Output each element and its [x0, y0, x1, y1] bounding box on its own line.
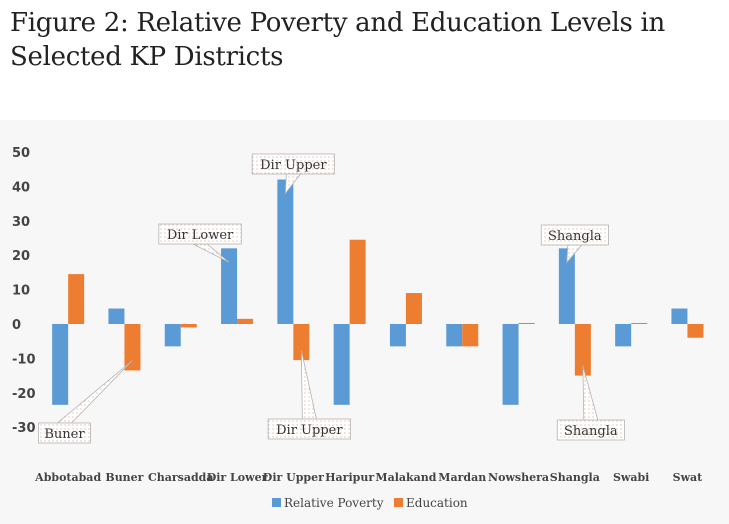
figure-title: Figure 2: Relative Poverty and Education… [10, 8, 665, 72]
callout-box [267, 418, 351, 440]
callout-label: Shangla [564, 424, 618, 439]
y-tick-label: -10 [12, 352, 36, 367]
x-tick-label: Haripur [325, 471, 374, 484]
callout-box [38, 422, 91, 444]
y-tick-label: 10 [12, 284, 30, 299]
x-tick-label: Mardan [438, 471, 486, 484]
legend-swatch [394, 498, 403, 507]
callout-label: Shangla [548, 229, 602, 244]
callout: Dir Upper [251, 153, 335, 195]
y-tick-label: 20 [12, 249, 30, 264]
legend-swatch [272, 498, 281, 507]
bar [558, 248, 575, 324]
y-tick-label: 50 [12, 146, 30, 161]
bar [687, 324, 704, 338]
callout: Dir Upper [267, 350, 351, 440]
bar [180, 324, 197, 328]
legend-label: Relative Poverty [284, 496, 384, 510]
callout: Shangla [540, 224, 609, 264]
callout-label: Dir Lower [167, 228, 234, 243]
callout-label: Dir Upper [276, 423, 343, 438]
x-tick-label: Malakand [375, 471, 436, 484]
callout-box [251, 153, 335, 175]
callout-label: Buner [44, 427, 85, 442]
callout-box [556, 419, 625, 441]
y-tick-label: -30 [12, 421, 36, 436]
x-tick-label: Swabi [613, 471, 649, 484]
bar [68, 274, 85, 324]
bar [389, 324, 406, 347]
bar [333, 324, 350, 405]
bar [405, 293, 422, 324]
callout: Shangla [556, 365, 625, 441]
bar [462, 324, 479, 347]
callout: Buner [38, 360, 133, 444]
bar [293, 324, 310, 361]
x-tick-label: Abbotabad [34, 471, 101, 484]
callout-box [540, 224, 609, 246]
callout-label: Dir Upper [260, 158, 327, 173]
callout-box [158, 223, 242, 245]
bar [164, 324, 181, 347]
bar [108, 308, 125, 324]
x-tick-label: Dir Upper [263, 471, 324, 484]
x-tick-label: Nowshera [488, 471, 549, 484]
legend-label: Education [406, 496, 468, 510]
y-tick-label: 30 [12, 215, 30, 230]
x-tick-label: Charsadda [148, 471, 214, 484]
bar [349, 239, 366, 324]
y-tick-label: -20 [12, 387, 36, 402]
bar [631, 322, 648, 324]
bar [502, 324, 519, 405]
bar [124, 324, 141, 371]
bar [518, 322, 535, 324]
x-tick-label: Shangla [550, 471, 600, 484]
callout-pointer [300, 350, 317, 420]
x-tick-label: Dir Lower [207, 471, 268, 484]
bar [237, 318, 254, 324]
x-tick-label: Swat [673, 471, 704, 484]
y-tick-label: 40 [12, 180, 30, 195]
bar [277, 179, 294, 324]
bar [671, 308, 688, 324]
bar [574, 324, 591, 376]
callout-pointer [56, 360, 133, 424]
y-tick-label: 0 [12, 318, 21, 333]
bar [446, 324, 463, 347]
bar [52, 324, 69, 405]
bar [221, 248, 238, 324]
callout: Dir Lower [158, 223, 242, 263]
bar [615, 324, 632, 347]
x-tick-label: Buner [105, 471, 143, 484]
